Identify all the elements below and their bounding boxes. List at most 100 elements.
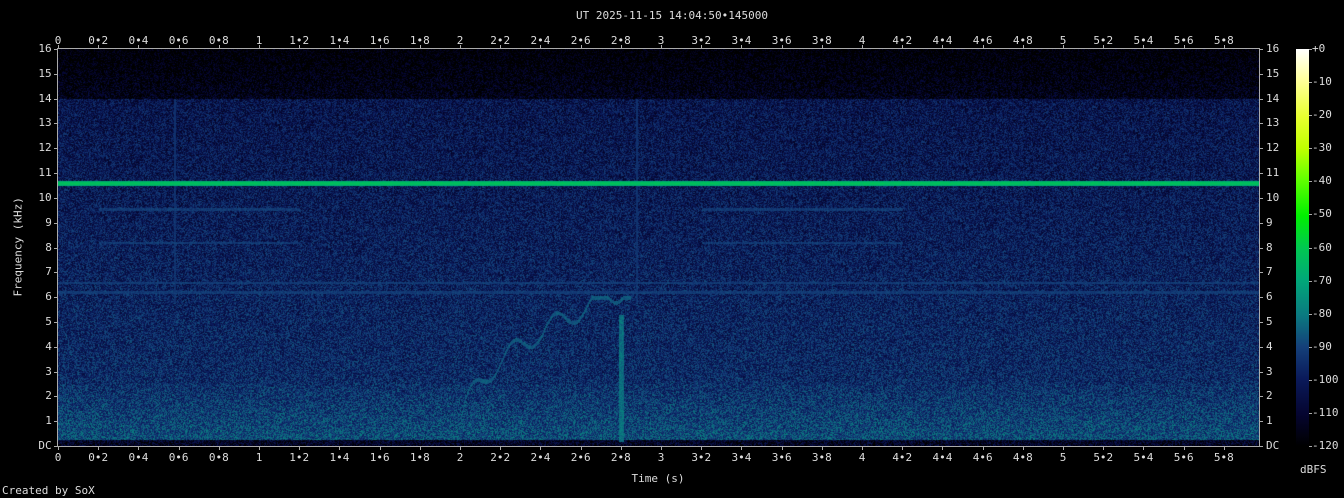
x-tick-mark — [580, 446, 582, 450]
y-tick-mark — [54, 247, 58, 249]
y-axis-label: Frequency (kHz) — [11, 197, 25, 297]
x-tick-label-bottom: 4•6 — [972, 451, 993, 464]
y-tick-label-left: 9 — [45, 215, 52, 229]
y-tick-mark — [54, 222, 58, 224]
y-tick-label-left: 13 — [38, 116, 52, 130]
x-tick-mark — [1063, 45, 1065, 49]
x-tick-label-top: 1•6 — [369, 34, 390, 47]
colorbar-tick-mark — [1309, 49, 1312, 50]
y-tick-label-left: 3 — [45, 364, 52, 378]
x-tick-mark — [1022, 45, 1024, 49]
x-tick-mark — [540, 446, 542, 450]
x-tick-label-bottom: 5•6 — [1173, 451, 1194, 464]
y-tick-mark — [1259, 197, 1263, 199]
x-tick-label-top: 4•2 — [892, 34, 913, 47]
y-tick-mark — [54, 396, 58, 398]
y-tick-mark — [1259, 321, 1263, 323]
x-tick-mark — [862, 45, 864, 49]
y-tick-mark — [54, 49, 58, 50]
x-tick-label-bottom: 4•2 — [892, 451, 913, 464]
x-tick-mark — [701, 446, 703, 450]
x-tick-mark — [259, 446, 260, 450]
y-tick-mark — [1259, 371, 1263, 373]
x-tick-mark — [299, 45, 301, 49]
y-tick-mark — [54, 446, 58, 447]
y-tick-label-left: DC — [38, 439, 52, 452]
x-tick-mark — [58, 446, 59, 450]
x-tick-label-bottom: 4•4 — [932, 451, 953, 464]
y-tick-label-right: 14 — [1266, 91, 1280, 105]
y-tick-label-right: 5 — [1266, 314, 1273, 328]
colorbar-tick-mark — [1309, 379, 1312, 381]
x-tick-label-bottom: 1•2 — [289, 451, 310, 464]
x-tick-label-top: 3•8 — [811, 34, 832, 47]
x-tick-label-top: 2•2 — [490, 34, 511, 47]
colorbar-tick-mark — [1309, 280, 1312, 282]
x-tick-label-top: 5•6 — [1173, 34, 1194, 47]
y-tick-label-right: 9 — [1266, 215, 1273, 229]
y-tick-mark — [54, 73, 58, 75]
x-tick-label-top: 0•6 — [168, 34, 189, 47]
y-tick-mark — [54, 173, 58, 175]
y-tick-label-left: 6 — [45, 290, 52, 304]
colorbar-tick-label: -110 — [1312, 405, 1339, 419]
y-tick-mark — [1259, 247, 1263, 249]
x-tick-mark — [942, 446, 944, 450]
x-tick-mark — [661, 45, 662, 49]
x-tick-label-top: 1 — [255, 34, 263, 47]
colorbar-tick-mark — [1309, 82, 1312, 84]
x-tick-mark — [460, 45, 461, 49]
colorbar-tick-mark — [1309, 181, 1312, 183]
x-tick-mark — [218, 45, 220, 49]
colorbar-tick-label: -10 — [1312, 75, 1332, 89]
x-tick-label-top: 3•6 — [771, 34, 792, 47]
x-tick-label-top: 4•8 — [1012, 34, 1033, 47]
x-tick-mark — [259, 45, 260, 49]
y-tick-mark — [54, 148, 58, 150]
x-tick-label-bottom: 3 — [657, 451, 665, 464]
y-tick-label-right: 11 — [1266, 166, 1280, 180]
x-tick-mark — [218, 446, 220, 450]
y-tick-mark — [54, 297, 58, 299]
x-tick-mark — [1143, 446, 1145, 450]
y-tick-mark — [1259, 123, 1263, 125]
x-tick-mark — [500, 45, 502, 49]
x-tick-mark — [1103, 45, 1105, 49]
x-tick-mark — [419, 446, 421, 450]
x-tick-label-bottom: 4 — [858, 451, 866, 464]
y-tick-mark — [1259, 49, 1263, 50]
x-tick-label-bottom: 1 — [255, 451, 263, 464]
x-tick-mark — [620, 446, 622, 450]
colorbar-tick-label: -60 — [1312, 240, 1332, 254]
x-tick-mark — [1223, 446, 1225, 450]
x-tick-label-bottom: 5 — [1059, 451, 1067, 464]
colorbar-tick-label: -20 — [1312, 108, 1332, 122]
colorbar-tick-mark — [1309, 446, 1312, 447]
colorbar-tick-mark — [1309, 247, 1312, 249]
y-tick-label-right: DC — [1266, 439, 1280, 452]
x-tick-mark — [821, 45, 823, 49]
x-tick-mark — [1063, 446, 1065, 450]
colorbar-tick-mark — [1309, 148, 1312, 150]
x-tick-mark — [580, 45, 582, 49]
x-tick-mark — [982, 45, 984, 49]
x-tick-mark — [500, 446, 502, 450]
x-tick-mark — [942, 45, 944, 49]
x-tick-mark — [1143, 45, 1145, 49]
x-tick-label-top: 2•8 — [610, 34, 631, 47]
y-tick-mark — [1259, 73, 1263, 75]
x-tick-label-bottom: 1•4 — [329, 451, 350, 464]
x-tick-label-bottom: 3•8 — [811, 451, 832, 464]
y-tick-mark — [54, 197, 58, 199]
x-tick-label-top: 2•6 — [570, 34, 591, 47]
y-tick-mark — [1259, 396, 1263, 398]
colorbar-tick-mark — [1309, 214, 1312, 216]
x-tick-label-bottom: 0•2 — [88, 451, 109, 464]
x-axis-label: Time (s) — [631, 472, 685, 485]
x-tick-mark — [1022, 446, 1024, 450]
x-tick-mark — [620, 45, 622, 49]
x-tick-mark — [1103, 446, 1105, 450]
y-tick-mark — [1259, 297, 1263, 299]
y-tick-label-left: 4 — [45, 339, 52, 353]
colorbar-label: dBFS — [1300, 463, 1327, 476]
